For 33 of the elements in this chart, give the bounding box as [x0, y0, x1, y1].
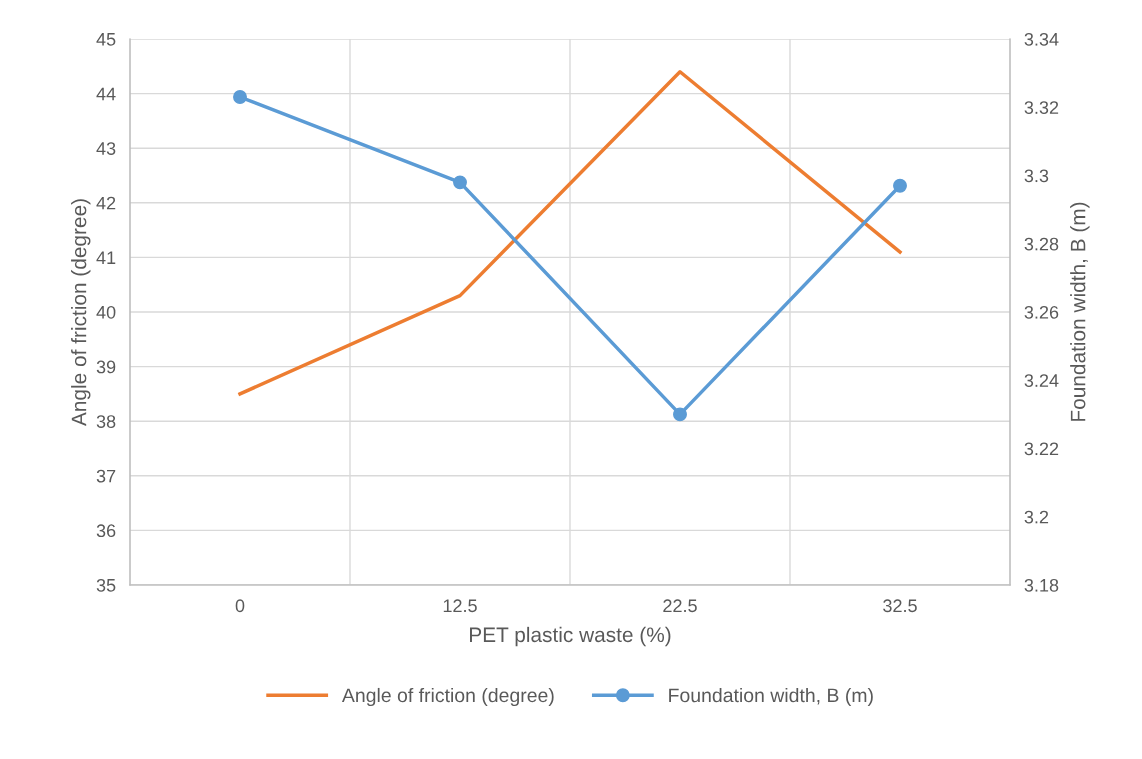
y-tick-label: 43 — [96, 142, 116, 155]
y2-tick-label: 3.24 — [1024, 374, 1059, 387]
x-axis-title: PET plastic waste (%) — [470, 626, 671, 647]
legend-label: Angle of friction (degree) — [341, 687, 554, 707]
y2-tick-label: 3.18 — [1024, 578, 1059, 592]
y-tick-label: 35 — [96, 578, 116, 592]
y2-tick-label: 3.26 — [1024, 305, 1059, 319]
y2-tick-label: 3.22 — [1024, 442, 1059, 456]
x-tick-label: 32.5 — [883, 599, 917, 613]
x-tick-label: 0 — [235, 599, 245, 613]
y-tick-label: 42 — [96, 196, 116, 210]
y-tick-label: 39 — [96, 360, 116, 374]
y-tick-label: 36 — [96, 524, 116, 538]
x-tick-label: 22.5 — [663, 599, 697, 613]
y-tick-label: 37 — [96, 469, 116, 483]
y2-tick-label: 3.34 — [1024, 32, 1059, 46]
point — [673, 407, 687, 422]
point — [893, 178, 907, 193]
y-axis-title: Angle of friction (degree) — [71, 199, 91, 427]
y-tick-label: 44 — [96, 87, 116, 101]
y-tick-label: 41 — [96, 251, 116, 264]
y2-tick-label: 3.2 — [1024, 510, 1049, 524]
y2-tick-label: 3.32 — [1024, 101, 1059, 114]
point — [453, 175, 467, 190]
y-tick-label: 38 — [96, 415, 116, 428]
y2-axis-title: Foundation width, B (m) — [1070, 202, 1090, 421]
y2-tick-label: 3.28 — [1024, 237, 1059, 251]
legend-label: Foundation width, B (m) — [669, 687, 873, 707]
point — [233, 90, 247, 104]
y2-tick-label: 3.3 — [1024, 169, 1049, 183]
y-tick-label: 45 — [96, 33, 116, 46]
y-tick-label: 40 — [96, 305, 116, 319]
x-tick-label: 12.5 — [443, 599, 477, 613]
